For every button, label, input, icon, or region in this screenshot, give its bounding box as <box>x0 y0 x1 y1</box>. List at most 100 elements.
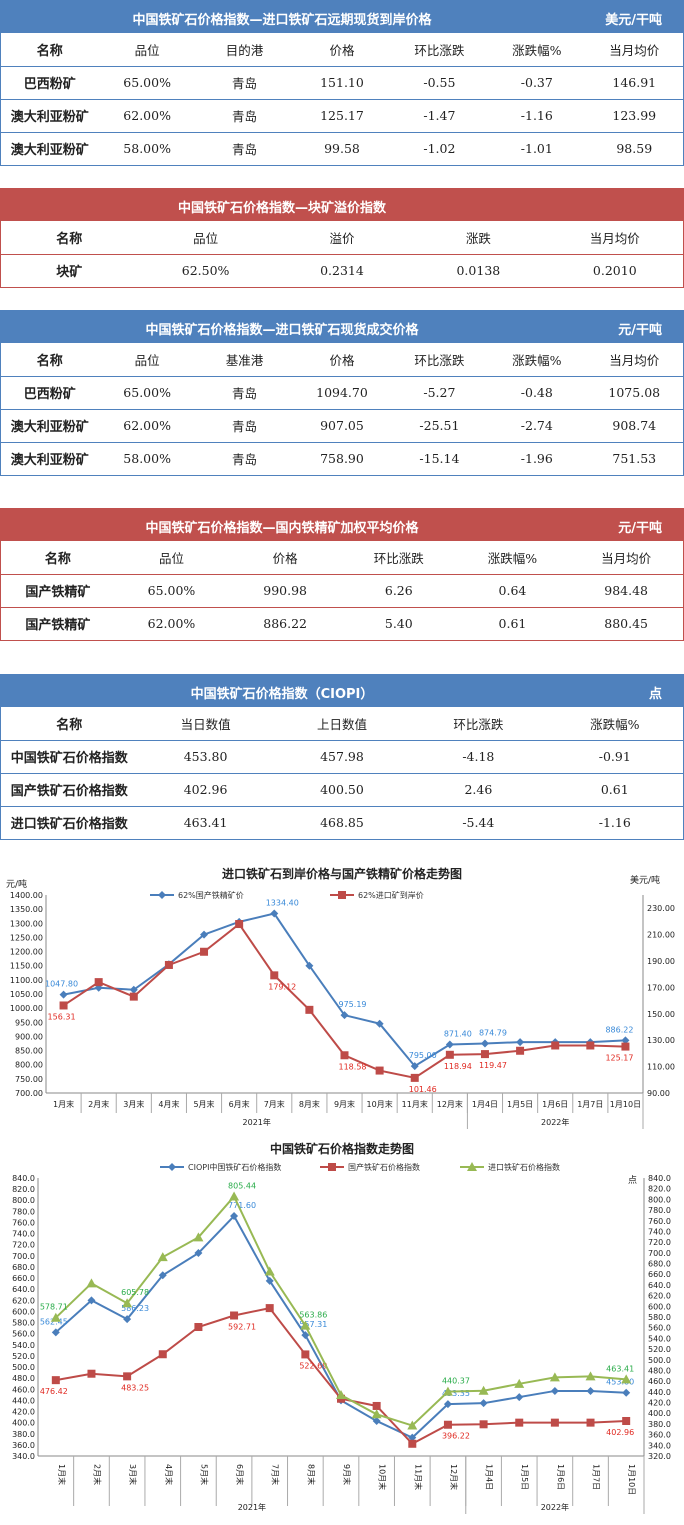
price-table: 中国铁矿石价格指数—国内铁精矿加权平均价格 元/干吨 名称 品位 价格 环比涨跌 涨跌幅… <box>0 508 684 641</box>
data-label: 440.37 <box>442 1377 470 1386</box>
table-cell: -1.02 <box>390 132 489 166</box>
table-cell: 65.00% <box>98 376 196 410</box>
data-label: 476.42 <box>40 1387 68 1396</box>
data-label: 795.00 <box>409 1051 437 1060</box>
table-cell: 58.00% <box>98 132 196 166</box>
square-marker <box>338 891 346 899</box>
y2-tick-label: 780.0 <box>648 1206 671 1215</box>
y-tick-label: 950.00 <box>15 1018 43 1027</box>
legend-label: 62%进口矿到岸价 <box>358 890 424 900</box>
data-label: 975.19 <box>339 1000 367 1009</box>
y2-tick-label: 170.00 <box>647 983 675 992</box>
column-header: 名称 <box>1 221 138 255</box>
column-header: 上日数值 <box>273 707 411 741</box>
table-header: 中国铁矿石价格指数—进口铁矿石远期现货到岸价格 美元/干吨 <box>0 0 684 33</box>
table-cell: 758.90 <box>293 442 391 476</box>
triangle-marker <box>478 1385 489 1395</box>
y-tick-label: 680.0 <box>12 1263 35 1272</box>
table-unit: 元/干吨 <box>618 521 662 536</box>
y-tick-label: 460.0 <box>12 1385 35 1394</box>
y-tick-label: 1350.00 <box>10 905 43 914</box>
column-header: 当月均价 <box>585 343 683 377</box>
data-label: 871.40 <box>444 1030 472 1039</box>
table-cell: -1.96 <box>488 442 586 476</box>
x-tick-label: 1月末 <box>53 1099 74 1109</box>
table-cell: 国产铁精矿 <box>1 574 115 608</box>
chart-title: 进口铁矿石到岸价格与国产铁精矿价格走势图 <box>222 866 462 881</box>
table-title: 中国铁矿石价格指数—进口铁矿石现货成交价格 <box>145 323 419 338</box>
triangle-marker <box>193 1232 204 1242</box>
data-label: 118.58 <box>339 1062 367 1071</box>
y2-tick-label: 380.0 <box>648 1420 671 1429</box>
data-label: 483.25 <box>121 1383 149 1392</box>
table-row: 巴西粉矿 65.00% 青岛 151.10 -0.55 -0.37 146.91 <box>1 66 683 100</box>
table-cell: -4.18 <box>410 740 547 774</box>
data-label: 522.69 <box>299 1361 327 1370</box>
y2-tick-label: 720.0 <box>648 1238 671 1247</box>
diamond-marker <box>51 1328 60 1337</box>
table-column-headers: 名称 品位 溢价 涨跌 当月均价 <box>1 221 683 255</box>
table-row: 国产铁精矿 65.00% 990.98 6.26 0.64 984.48 <box>1 574 683 608</box>
table-cell: -0.91 <box>546 740 683 774</box>
x-tick-label: 12月末 <box>437 1099 463 1109</box>
y-tick-label: 340.0 <box>12 1452 35 1461</box>
square-marker <box>200 947 209 956</box>
x-tick-label: 3月末 <box>128 1464 138 1485</box>
triangle-marker <box>300 1320 311 1330</box>
table-cell: 青岛 <box>195 409 294 443</box>
legend-label: 国产铁矿石价格指数 <box>348 1162 420 1172</box>
data-label: 156.31 <box>48 1012 76 1021</box>
triangle-marker <box>407 1420 418 1430</box>
column-header: 涨跌 <box>410 221 547 255</box>
triangle-marker <box>264 1266 275 1276</box>
data-label: 118.94 <box>444 1062 472 1071</box>
triangle-marker <box>467 1162 477 1171</box>
x-tick-label: 5月末 <box>193 1099 214 1109</box>
y-tick-label: 580.0 <box>12 1319 35 1328</box>
table-header: 中国铁矿石价格指数—国内铁精矿加权平均价格 元/干吨 <box>0 508 684 541</box>
y2-tick-label: 320.0 <box>648 1452 671 1461</box>
column-header: 目的港 <box>195 33 294 67</box>
y-tick-label: 1250.00 <box>10 933 43 942</box>
y-tick-label: 640.0 <box>12 1285 35 1294</box>
column-header: 品位 <box>98 33 196 67</box>
chart-title: 中国铁矿石价格指数走势图 <box>270 1141 414 1156</box>
table-cell: 62.00% <box>98 409 196 443</box>
x-tick-label: 12月末 <box>449 1464 459 1490</box>
square-marker <box>480 1050 489 1059</box>
x-tick-label: 1月7日 <box>592 1464 601 1490</box>
x-tick-label: 2月末 <box>92 1464 102 1485</box>
y2-tick-label: 230.00 <box>647 904 675 913</box>
y2-tick-label: 500.0 <box>648 1356 671 1365</box>
y-tick-label: 620.0 <box>12 1296 35 1305</box>
diamond-marker <box>479 1399 488 1408</box>
column-header: 当月均价 <box>546 221 683 255</box>
y-tick-label: 1400.00 <box>10 891 43 900</box>
square-marker <box>328 1163 336 1171</box>
x-tick-label: 8月末 <box>306 1464 316 1485</box>
y-tick-label: 720.0 <box>12 1241 35 1250</box>
x-tick-label: 6月末 <box>235 1464 245 1485</box>
data-label: 586.23 <box>121 1304 149 1313</box>
table-cell: 62.00% <box>114 607 229 641</box>
data-label: 874.79 <box>479 1029 507 1038</box>
y2-tick-label: 150.00 <box>647 1010 675 1019</box>
y-tick-label: 660.0 <box>12 1274 35 1283</box>
diamond-marker <box>87 1296 96 1305</box>
table-cell: 400.50 <box>273 773 411 807</box>
data-label: 578.71 <box>40 1303 68 1312</box>
diamond-marker <box>516 1038 525 1047</box>
y2-tick-label: 840.0 <box>648 1174 671 1183</box>
square-marker <box>586 1418 595 1427</box>
y2-tick-label: 480.0 <box>648 1366 671 1375</box>
y-tick-label: 780.0 <box>12 1207 35 1216</box>
table-cell: -15.14 <box>390 442 489 476</box>
x-tick-label: 9月末 <box>334 1099 355 1109</box>
table-cell: 125.17 <box>293 99 391 133</box>
table-row: 进口铁矿石价格指数 463.41 468.85 -5.44 -1.16 <box>1 806 683 840</box>
y-tick-label: 700.00 <box>15 1089 43 1098</box>
column-header: 基准港 <box>195 343 294 377</box>
y2-tick-label: 620.0 <box>648 1292 671 1301</box>
table-row: 澳大利亚粉矿 62.00% 青岛 907.05 -25.51 -2.74 908.74 <box>1 409 683 443</box>
